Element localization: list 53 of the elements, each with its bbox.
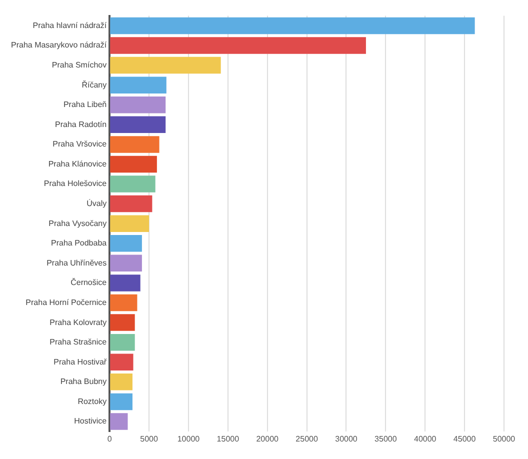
x-tick-label: 40000 xyxy=(414,434,437,444)
bar xyxy=(110,176,156,192)
y-tick-label: Praha Hostivař xyxy=(54,357,107,366)
bar xyxy=(110,215,150,232)
x-tick-label: 20000 xyxy=(256,434,280,444)
y-tick-label: Praha Podbaba xyxy=(50,238,108,248)
y-tick-label: Praha Masarykovo nádraží xyxy=(10,40,108,50)
bar xyxy=(110,413,128,430)
y-tick-label: Roztoky xyxy=(78,396,107,406)
y-tick-label: Praha Smíchov xyxy=(52,60,107,70)
x-tick-label: 0 xyxy=(107,434,112,444)
bar xyxy=(110,116,166,134)
x-tick-label: 30000 xyxy=(335,434,358,444)
y-tick-label: Praha Kolovraty xyxy=(50,318,107,327)
y-tick-label: Praha Uhříněves xyxy=(46,258,107,268)
x-tick-label: 10000 xyxy=(177,434,200,444)
bar xyxy=(110,136,160,153)
x-tick-label: 45000 xyxy=(453,434,476,444)
y-tick-label: Praha hlavní nádraží xyxy=(32,20,108,30)
x-tick-label: 35000 xyxy=(374,434,398,444)
bar xyxy=(110,354,134,371)
y-tick-label: Praha Klánovice xyxy=(48,159,108,168)
x-tick-label: 25000 xyxy=(296,434,318,444)
y-tick-label: Praha Bubny xyxy=(60,377,107,386)
y-tick-label: Říčany xyxy=(82,80,107,90)
bar xyxy=(110,37,366,54)
bar xyxy=(110,96,166,114)
y-tick-label: Úvaly xyxy=(86,199,107,208)
x-tick-label: 50000 xyxy=(492,434,516,444)
bar xyxy=(110,235,142,252)
y-tick-label: Černošice xyxy=(70,278,108,288)
bar xyxy=(110,274,140,292)
bar xyxy=(110,314,135,331)
y-tick-label: Hostivice xyxy=(74,416,108,426)
bar xyxy=(110,76,166,94)
bar xyxy=(110,254,142,272)
bar xyxy=(110,294,138,312)
bar xyxy=(110,374,132,390)
y-tick-label: Praha Radotín xyxy=(55,120,107,129)
y-tick-label: Praha Strašnice xyxy=(50,338,108,347)
y-tick-label: Praha Vysočany xyxy=(48,218,107,228)
y-tick-label: Praha Holešovice xyxy=(44,179,108,188)
bar xyxy=(110,393,132,410)
bar xyxy=(110,17,475,34)
x-tick-label: 5000 xyxy=(140,434,158,444)
y-tick-label: Praha Vršovice xyxy=(52,140,108,149)
y-tick-label: Praha Libeň xyxy=(63,100,107,110)
bar xyxy=(110,156,157,173)
bar xyxy=(110,56,221,74)
y-tick-label: Praha Horní Počernice xyxy=(26,298,108,307)
x-tick-label: 15000 xyxy=(216,434,240,444)
bar xyxy=(110,195,152,212)
bar xyxy=(110,334,135,351)
